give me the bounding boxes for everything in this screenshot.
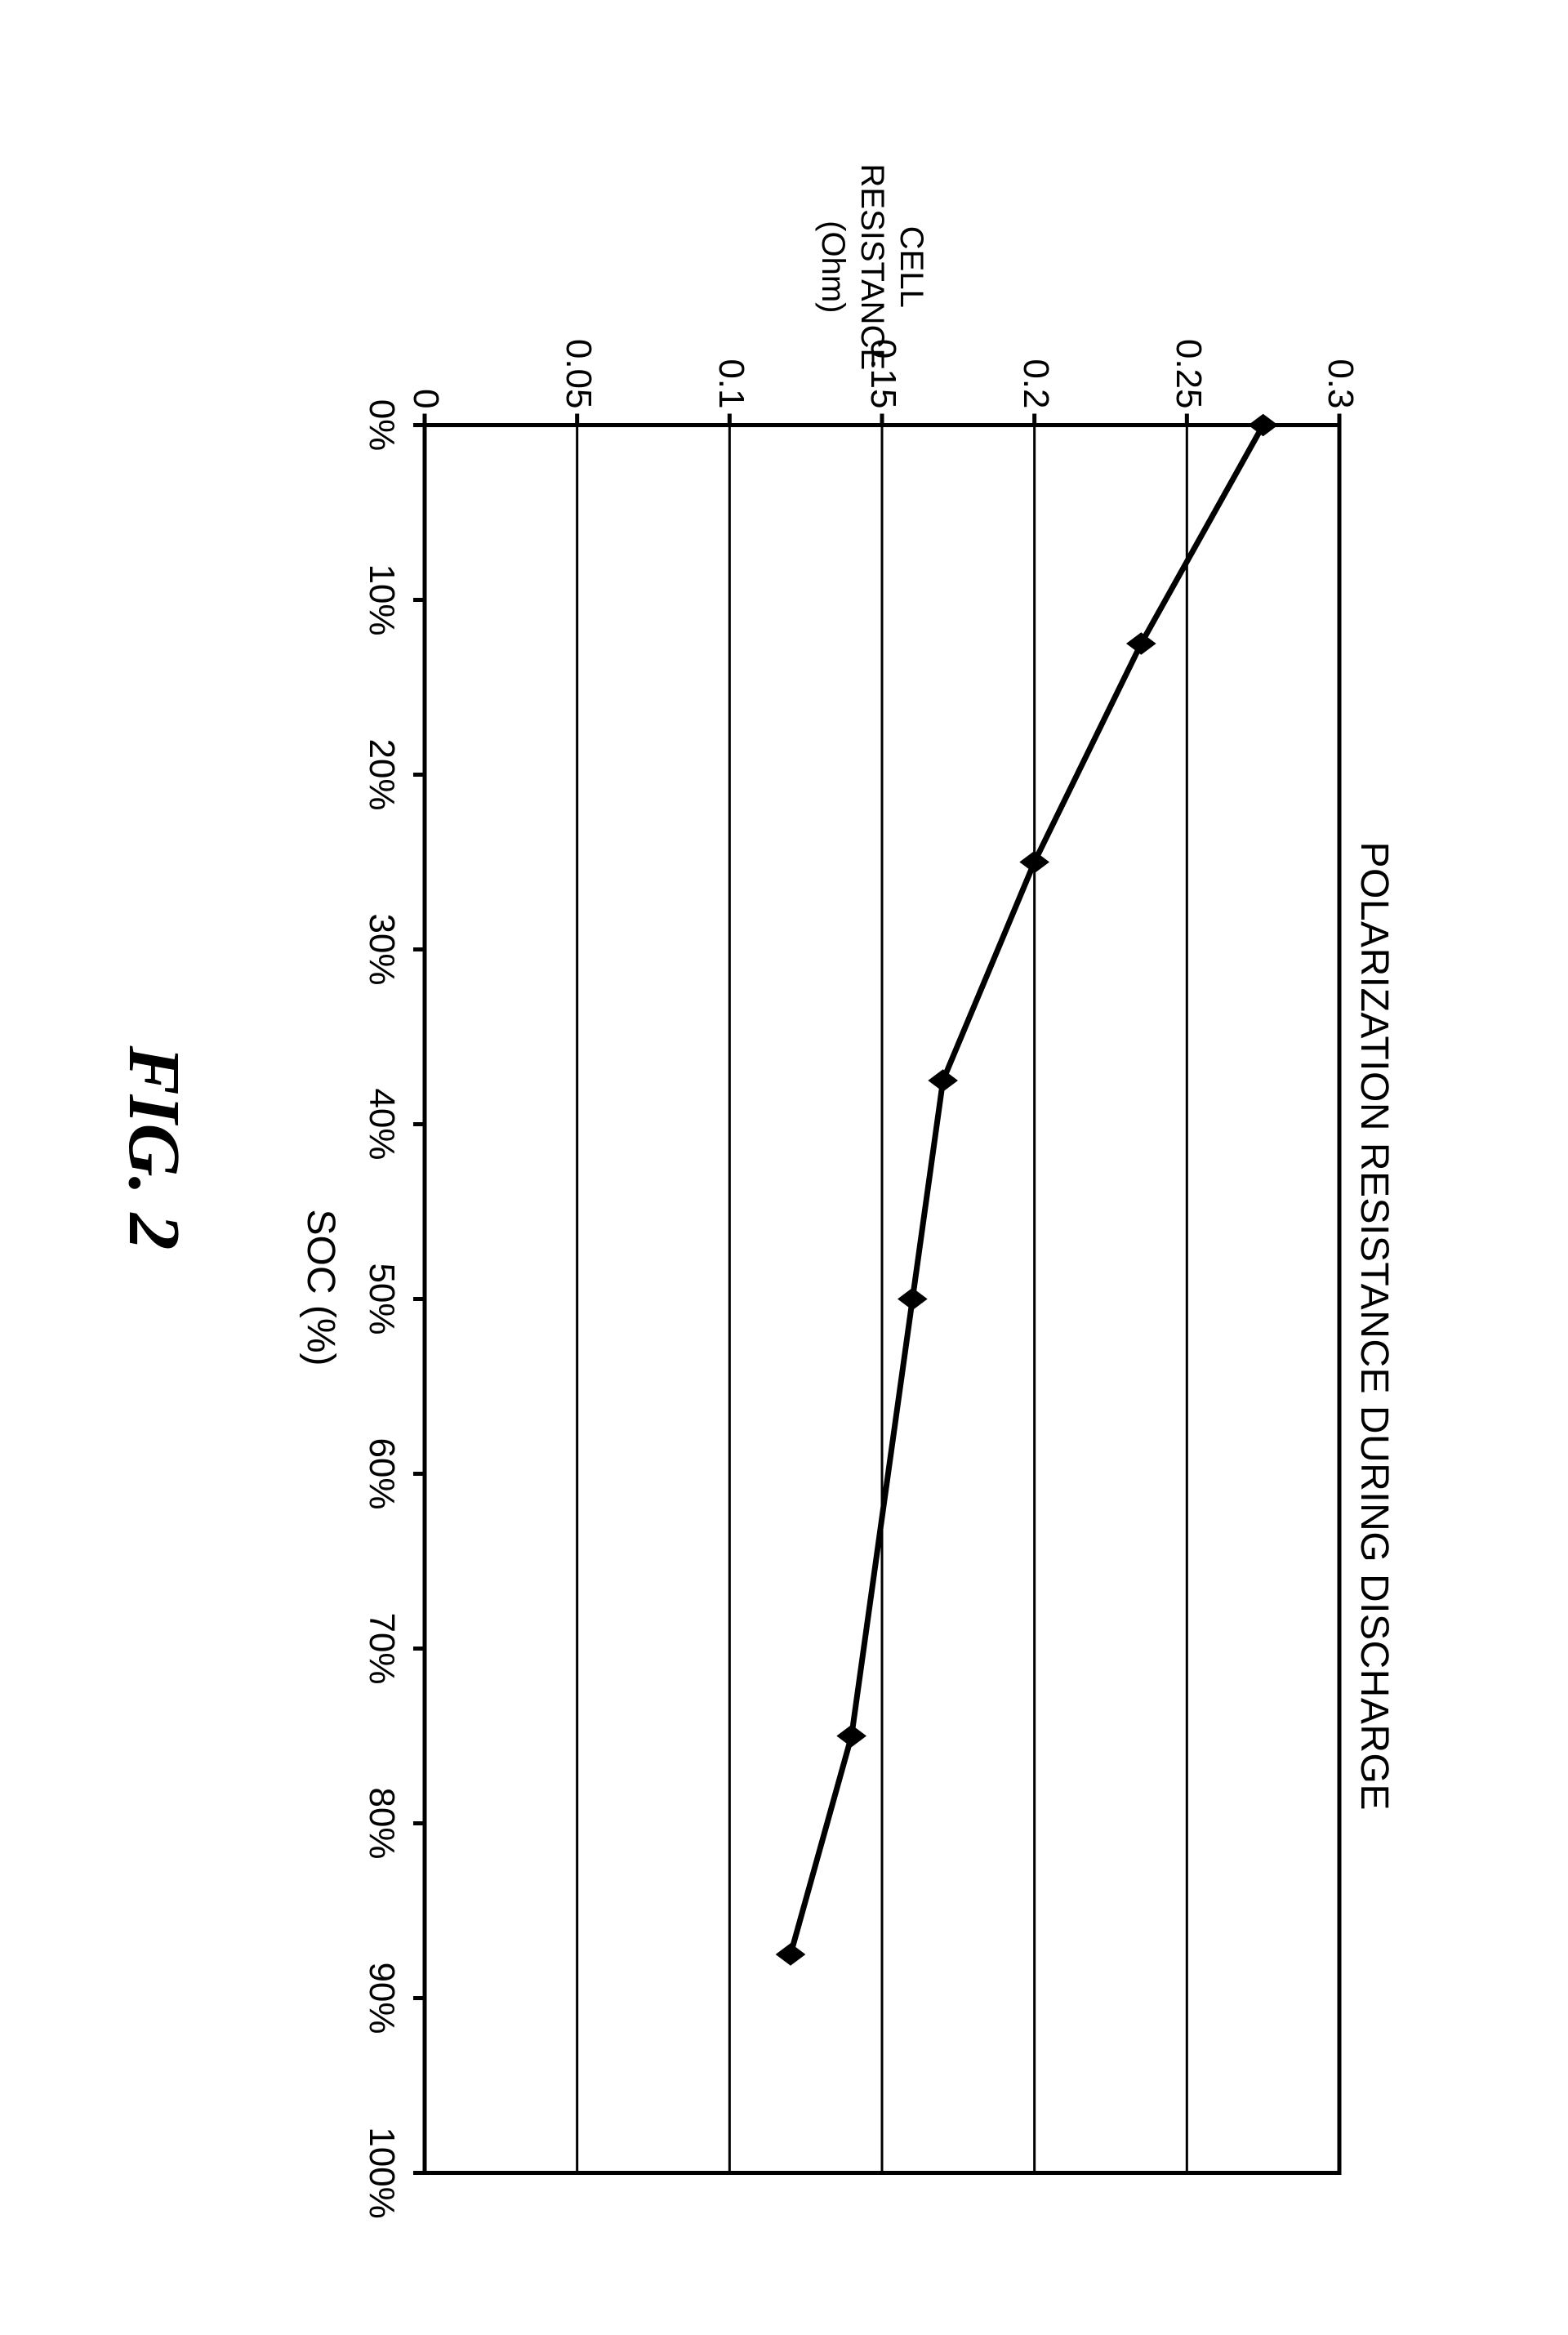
x-tick-label: 60% (361, 1408, 402, 1539)
y-tick-label: 0.3 (1320, 302, 1361, 408)
y-tick-label: 0.1 (710, 302, 751, 408)
y-axis-title-line: CELL (893, 225, 929, 307)
data-marker (1248, 413, 1278, 436)
plot-area (425, 425, 1339, 2172)
page: POLARIZATION RESISTANCE DURING DISCHARGE… (0, 0, 1568, 2335)
x-tick-label: 20% (361, 709, 402, 840)
x-tick-label: 90% (361, 1932, 402, 2063)
data-marker (836, 1724, 866, 1747)
x-tick-label: 50% (361, 1233, 402, 1364)
figure-label: FIG. 2 (112, 1045, 196, 1250)
y-tick-label: 0.2 (1015, 302, 1056, 408)
rotated-canvas: POLARIZATION RESISTANCE DURING DISCHARGE… (0, 0, 1568, 2335)
y-tick-label: 0.05 (558, 302, 599, 408)
x-tick-label: 10% (361, 534, 402, 665)
x-tick-label: 70% (361, 1583, 402, 1713)
data-marker (1019, 850, 1049, 873)
y-tick-label: 0.15 (862, 302, 903, 408)
chart-title: POLARIZATION RESISTANCE DURING DISCHARGE (1352, 841, 1396, 1810)
x-tick-label: 30% (361, 884, 402, 1014)
data-marker (1126, 632, 1156, 655)
data-marker (776, 1943, 806, 1966)
x-axis-title: SOC (%) (298, 1209, 343, 1366)
data-marker (898, 1287, 928, 1310)
y-axis-title-line: (Ohm) (815, 221, 851, 313)
data-marker (928, 1069, 958, 1092)
y-tick-label: 0.25 (1168, 302, 1209, 408)
x-tick-label: 80% (361, 1758, 402, 1888)
x-tick-label: 100% (361, 2107, 402, 2238)
y-tick-label: 0 (405, 302, 446, 408)
x-tick-label: 0% (361, 359, 402, 490)
x-tick-label: 40% (361, 1058, 402, 1189)
data-line (791, 425, 1263, 1954)
